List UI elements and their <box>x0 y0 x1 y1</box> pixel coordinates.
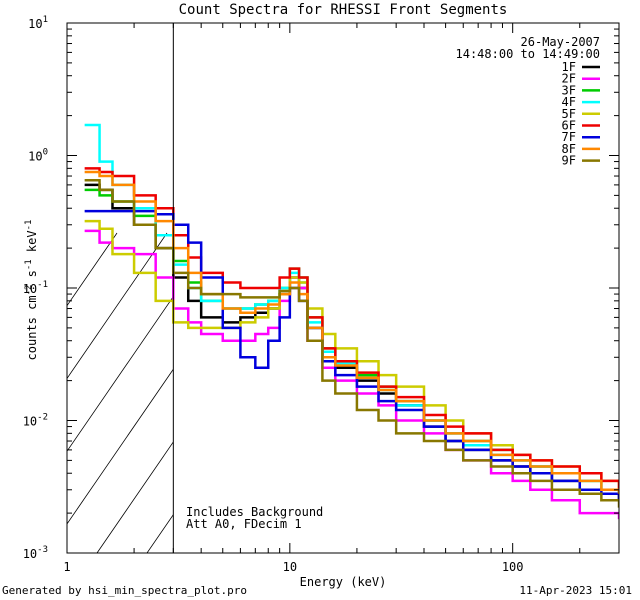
x-tick-label: 1 <box>63 560 70 574</box>
hatch-line <box>547 233 640 553</box>
hatch-line <box>397 233 617 553</box>
footer-timestamp: 11-Apr-2023 15:01 <box>519 584 632 597</box>
hatch-line <box>67 232 118 307</box>
y-tick-label: 10-1 <box>23 280 48 296</box>
date-label: 26-May-2007 <box>521 35 600 49</box>
legend-label-8f: 8F <box>562 142 576 156</box>
series-line-7f <box>84 209 619 501</box>
axes-ticks: 1 10 100 101 100 10-1 10-2 10-3 <box>23 15 620 574</box>
hatch-line <box>447 233 640 553</box>
annotation-background: Includes Background <box>186 505 323 519</box>
hatch-line <box>96 441 174 553</box>
hatch-line <box>67 368 174 525</box>
y-tick-label: 100 <box>28 148 48 164</box>
series-line-5f <box>84 219 619 490</box>
time-range-label: 14:48:00 to 14:49:00 <box>456 47 601 61</box>
legend-label-7f: 7F <box>562 130 576 144</box>
legend-label-5f: 5F <box>562 107 576 121</box>
x-tick-label: 10 <box>283 560 297 574</box>
chart-title: Count Spectra for RHESSI Front Segments <box>179 2 508 18</box>
legend-label-4f: 4F <box>562 95 576 109</box>
series-line-1f <box>84 183 619 501</box>
legend-label-9f: 9F <box>562 154 576 168</box>
hatch-line <box>67 295 174 452</box>
x-tick-label: 100 <box>502 560 524 574</box>
series-line-8f <box>84 170 619 494</box>
x-axis-label: Energy (keV) <box>300 575 387 589</box>
hatch-line <box>0 233 17 553</box>
y-tick-label: 10-3 <box>23 545 48 561</box>
y-tick-label: 10-2 <box>23 413 48 429</box>
hatched-region <box>0 232 640 553</box>
hatch-line <box>297 233 517 553</box>
annotation-attenuator: Att A0, FDecim 1 <box>186 517 302 531</box>
y-axis-label: counts cm-2 s-1 keV-1 <box>24 220 39 361</box>
footer-generated-by: Generated by hsi_min_spectra_plot.pro <box>2 584 247 597</box>
series-line-6f <box>84 167 619 490</box>
series-group <box>84 123 619 520</box>
y-tick-label: 101 <box>28 15 48 31</box>
series-line-9f <box>84 179 619 508</box>
hatch-line <box>67 232 168 380</box>
legend-label-1f: 1F <box>562 60 576 74</box>
legend-label-6f: 6F <box>562 119 576 133</box>
legend-label-3f: 3F <box>562 83 576 97</box>
legend-label-2f: 2F <box>562 72 576 86</box>
